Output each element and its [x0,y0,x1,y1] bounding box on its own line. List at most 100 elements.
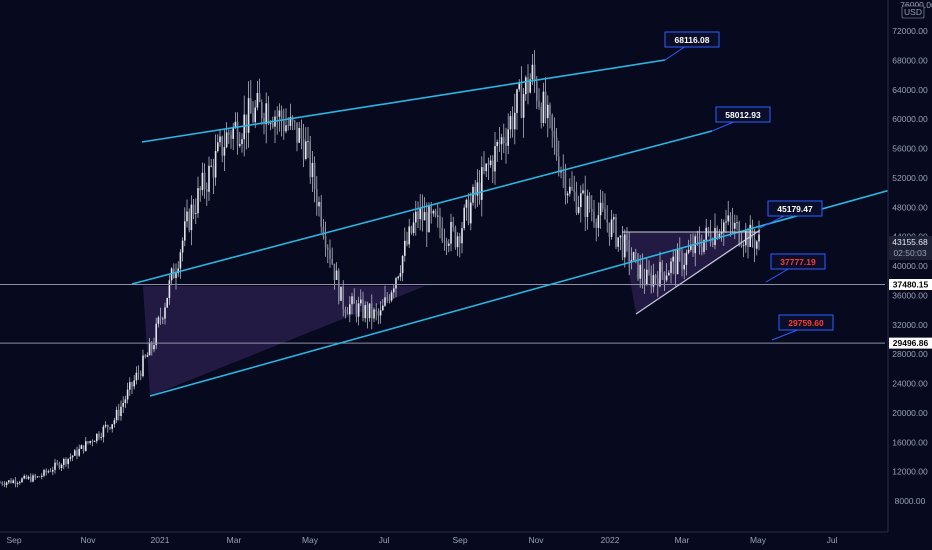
candle-body [320,202,322,227]
callout-29759[interactable]: 29759.60 [778,314,834,331]
candle-body [687,249,690,253]
callout-45179[interactable]: 45179.47 [767,200,823,217]
candle-body [316,189,318,207]
candle-body [280,110,283,121]
candle-body [463,207,465,229]
current-price-badge: 43155.68 02:50:03 [889,236,932,260]
candle-body [551,114,553,131]
candle-body [263,118,265,124]
candle-body [538,101,540,107]
candle-body [487,163,490,165]
candle-body [146,355,149,357]
candle-body [740,243,743,246]
candle-body [441,228,443,241]
candle-body [258,93,261,103]
candle-body [230,134,232,139]
candle-body [349,304,351,315]
candle-body [1,482,3,485]
candle-body [100,437,102,438]
candle-body [278,110,281,117]
candle-body [718,233,721,239]
candle-body [597,215,600,228]
candle-body [217,142,219,152]
candle-body [745,230,747,246]
candle-body [107,424,109,428]
candle-body [621,235,624,258]
callout-37777[interactable]: 37777.19 [770,253,826,270]
candle-body [430,206,432,214]
candle-body [646,269,648,285]
candle-body [701,247,703,252]
candle-body [27,476,30,479]
candle-body [122,403,124,407]
candle-body [672,256,674,262]
candle-body [507,129,509,146]
candle-body [225,132,228,148]
x-tick-label: 2022 [601,535,620,545]
candle-body [307,141,309,143]
x-tick-label: Jul [827,535,838,545]
candle-body [397,276,399,279]
callout-leader [664,45,687,61]
candle-body [663,272,666,281]
candle-body [498,142,501,145]
candle-body [652,275,655,287]
candle-body [575,191,578,213]
candle-body [351,296,353,305]
triangle-support-line [635,229,761,315]
candle-body [571,186,573,190]
candle-body [382,305,384,311]
candle-body [476,182,479,196]
candle-body [80,445,83,449]
candle-body [674,256,677,275]
candle-body [753,239,756,249]
candle-body [85,441,87,451]
candle-body [357,303,360,317]
candle-body [96,433,98,442]
candle-body [602,202,604,209]
candle-body [331,258,333,264]
candle-body [756,241,758,249]
candle-body [729,215,732,222]
candle-body [412,222,415,233]
candle-body [71,455,74,458]
candle-body [190,204,193,231]
candle-body [23,475,25,479]
candle-body [518,82,520,90]
candle-body [228,132,230,135]
callout-58012[interactable]: 58012.93 [715,106,771,123]
candle-body [434,210,437,216]
candle-body [481,167,483,200]
price-axis-panel[interactable] [888,0,932,535]
candle-body [410,226,413,233]
candle-body [606,219,608,223]
candle-body [720,231,723,234]
x-tick-label: Sep [452,535,467,545]
candle-body [461,228,463,244]
currency-badge[interactable] [901,5,925,19]
y-tick-label: 40000.00 [892,261,928,271]
candle-body [362,299,364,319]
y-tick-label: 68000.00 [892,55,928,65]
candle-body [19,482,21,483]
x-tick-label: May [302,535,319,545]
candle-body [144,355,146,357]
candle-body [164,307,166,319]
candle-body [140,373,142,377]
candle-body [296,122,298,143]
candle-body [8,480,10,483]
candle-body [595,222,597,228]
candle-body [665,275,668,281]
candle-body [428,206,430,232]
candle-body [544,91,547,119]
candle-body [368,303,371,319]
candle-body [404,240,406,256]
time-axis-panel[interactable] [0,532,932,550]
y-tick-label: 32000.00 [892,320,928,330]
candle-body [305,141,307,159]
callout-68116[interactable]: 68116.08 [664,31,720,48]
candle-body [379,310,382,316]
y-tick-label: 48000.00 [892,202,928,212]
candle-body [386,297,388,299]
